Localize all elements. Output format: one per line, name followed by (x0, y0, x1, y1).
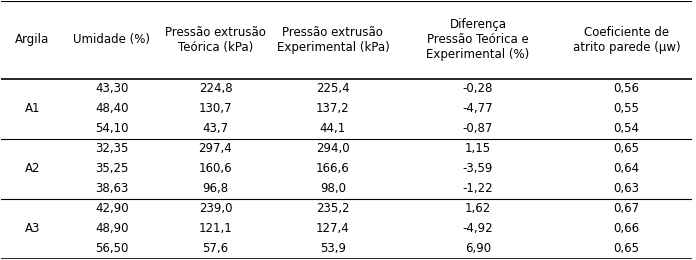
Text: 127,4: 127,4 (316, 222, 350, 235)
Text: 38,63: 38,63 (95, 182, 129, 195)
Text: A2: A2 (25, 162, 40, 175)
Text: 1,15: 1,15 (465, 142, 491, 155)
Text: 0,66: 0,66 (613, 222, 640, 235)
Text: 0,64: 0,64 (613, 162, 640, 175)
Text: 297,4: 297,4 (198, 142, 232, 155)
Text: 166,6: 166,6 (316, 162, 350, 175)
Text: A1: A1 (25, 102, 40, 115)
Text: 239,0: 239,0 (199, 202, 232, 215)
Text: Diferença
Pressão Teórica e
Experimental (%): Diferença Pressão Teórica e Experimental… (427, 18, 530, 61)
Text: 0,65: 0,65 (613, 142, 640, 155)
Text: 96,8: 96,8 (203, 182, 228, 195)
Text: -3,59: -3,59 (463, 162, 493, 175)
Text: 53,9: 53,9 (320, 242, 346, 255)
Text: 43,7: 43,7 (203, 122, 228, 135)
Text: 57,6: 57,6 (203, 242, 228, 255)
Text: 44,1: 44,1 (319, 122, 346, 135)
Text: 43,30: 43,30 (95, 82, 129, 95)
Text: 35,25: 35,25 (95, 162, 129, 175)
Text: 160,6: 160,6 (198, 162, 232, 175)
Text: 0,65: 0,65 (613, 242, 640, 255)
Text: 56,50: 56,50 (95, 242, 129, 255)
Text: Umidade (%): Umidade (%) (73, 34, 150, 47)
Text: 1,62: 1,62 (465, 202, 491, 215)
Text: 235,2: 235,2 (316, 202, 349, 215)
Text: 225,4: 225,4 (316, 82, 349, 95)
Text: 121,1: 121,1 (198, 222, 232, 235)
Text: Argila: Argila (15, 34, 49, 47)
Text: 0,55: 0,55 (613, 102, 640, 115)
Text: -0,28: -0,28 (463, 82, 493, 95)
Text: 224,8: 224,8 (198, 82, 232, 95)
Text: 0,54: 0,54 (613, 122, 640, 135)
Text: 48,90: 48,90 (95, 222, 129, 235)
Text: A3: A3 (25, 222, 40, 235)
Text: 98,0: 98,0 (320, 182, 346, 195)
Text: -4,77: -4,77 (463, 102, 493, 115)
Text: -0,87: -0,87 (463, 122, 493, 135)
Text: Pressão extrusão
Teórica (kPa): Pressão extrusão Teórica (kPa) (165, 26, 266, 54)
Text: -1,22: -1,22 (463, 182, 493, 195)
Text: 0,63: 0,63 (613, 182, 640, 195)
Text: Coeficiente de
atrito parede (μw): Coeficiente de atrito parede (μw) (573, 26, 680, 54)
Text: 294,0: 294,0 (316, 142, 349, 155)
Text: 0,56: 0,56 (613, 82, 640, 95)
Text: 54,10: 54,10 (95, 122, 129, 135)
Text: -4,92: -4,92 (463, 222, 493, 235)
Text: 48,40: 48,40 (95, 102, 129, 115)
Text: 130,7: 130,7 (199, 102, 232, 115)
Text: 32,35: 32,35 (95, 142, 129, 155)
Text: 42,90: 42,90 (95, 202, 129, 215)
Text: 6,90: 6,90 (465, 242, 491, 255)
Text: 0,67: 0,67 (613, 202, 640, 215)
Text: 137,2: 137,2 (316, 102, 349, 115)
Text: Pressão extrusão
Experimental (kPa): Pressão extrusão Experimental (kPa) (276, 26, 389, 54)
